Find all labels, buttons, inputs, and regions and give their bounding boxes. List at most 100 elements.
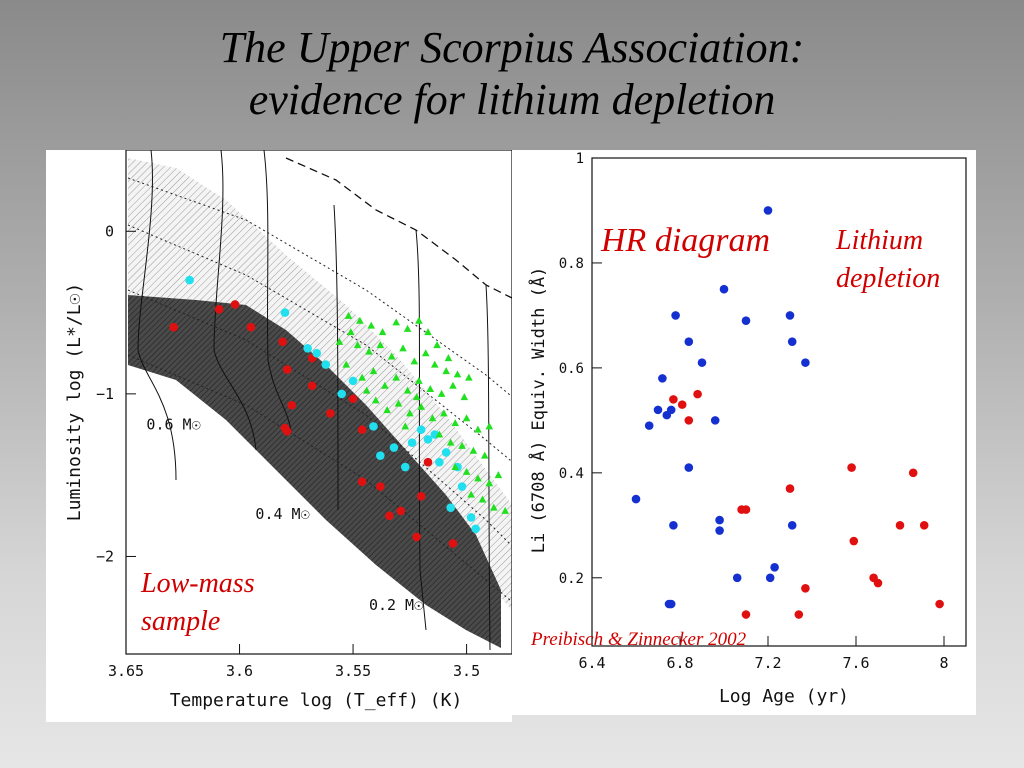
hr-green-triangle-point [462,414,471,422]
hr-diagram-annotation: HR diagram [601,222,771,259]
hr-green-triangle-point [453,370,462,378]
hr-red-point [307,381,317,391]
hr-green-triangle-point [362,386,371,394]
lithium-chart: 6.4 6.8 7.2 7.6 80.20.40.60.81 Log Age (yr) … [527,151,967,707]
hr-cyan-point [400,462,410,472]
hr-cyan-point [303,344,312,353]
hr-green-triangle-point [342,360,351,368]
hr-red-point [282,426,292,436]
li-red-point [847,463,856,472]
li-blue-point [658,374,667,383]
lithium-annotation-line1: Lithium [836,225,924,256]
hr-cyan-point [446,503,455,512]
li-blue-point [741,316,751,325]
hr-y-tick-label: −1 [96,385,114,403]
evolutionary-track-3 [263,150,292,431]
hr-green-triangle-point [383,406,391,414]
hr-cyan-point [369,422,378,431]
li-blue-point [666,405,676,415]
hr-green-triangle-point [406,409,414,417]
li-x-axis-label: Log Age (yr) [719,686,849,707]
hr-cyan-point [312,348,322,358]
hr-green-triangle-point [426,384,435,392]
hr-green-triangle-point [392,373,400,381]
li-red-point [684,416,694,425]
lowmass-annotation-line1: Low-mass [141,568,255,599]
hr-cyan-point [407,438,417,447]
hr-red-point [396,506,406,516]
hr-green-triangle-point [462,467,471,475]
evolutionary-track-5 [415,229,427,631]
evolutionary-track-2 [213,150,257,451]
li-x-tick-label: 7.6 [842,654,869,672]
isochrone-line-2 [127,224,512,463]
li-blue-point [715,515,724,525]
hr-diagram-chart: 3.65 3.6 3.55 3.5 0 −1 −2 0.6 M☉ 0.4 M☉ 0.2 M☉ T… [64,150,512,711]
isochrone-line-3 [127,289,512,547]
hr-red-point [246,322,256,332]
li-red-point [908,468,918,478]
lithium-depletion-annotation: Lithium depletion [836,222,966,298]
hr-green-triangle-point [474,425,482,433]
li-red-point [801,583,810,593]
hr-green-triangle-point [376,341,385,349]
hr-red-point [214,305,224,314]
lithium-panel: 6.4 6.8 7.2 7.6 8 0.2 0.4 0.6 0.8 1 Log Age (yr) … [512,150,976,715]
li-blue-point [801,358,810,367]
hr-y-tick-label: 0 [105,222,114,240]
evolutionary-track-4 [333,204,339,511]
hr-cyan-point [441,448,451,457]
hr-green-triangle-point [451,419,460,427]
hr-red-point [385,511,394,521]
hr-green-triangle-point [490,503,498,511]
hr-green-triangle-point [460,393,469,401]
hr-red-point [376,482,385,491]
hr-cyan-point [348,376,358,386]
hr-green-triangle-point [392,318,400,326]
hr-green-triangle-point [424,328,432,336]
li-blue-point [785,311,795,320]
hr-red-point [357,477,367,486]
hr-x-axis-label: Temperature log (T_eff) (K) [170,690,463,711]
hr-green-triangle-point [467,490,475,498]
hr-green-triangle-point [346,328,355,336]
li-red-point [919,521,929,530]
hr-green-triangle-point [446,438,455,446]
li-blue-point [684,337,694,346]
hr-green-triangle-point [394,399,403,407]
hr-red-point [423,457,433,467]
li-blue-point [669,521,678,530]
hr-mass-label: 0.2 M☉ [369,596,423,614]
hr-green-triangle-point [444,354,453,362]
hr-cyan-point [280,308,290,317]
li-x-tick-label: 6.4 [578,654,605,672]
li-red-point [741,505,751,514]
lithium-annotation-line2: depletion [836,263,941,294]
hr-red-point [282,365,292,374]
hr-green-triangle-point [401,422,410,430]
hr-green-triangle-point [358,373,366,381]
hr-green-triangle-point [435,430,444,438]
hr-green-triangle-point [353,341,362,349]
hr-green-triangle-point [412,393,421,401]
hr-green-triangle-point [433,341,441,349]
hr-green-triangle-point [437,389,446,397]
li-blue-point [671,311,680,320]
hr-green-triangle-point [367,321,376,329]
hr-green-triangle-point [478,495,487,503]
hr-green-triangle-point [451,463,460,471]
hr-green-triangle-point [440,409,448,417]
lowmass-annotation-line2: sample [141,606,221,637]
low-mass-sample-annotation: Low-mass sample [141,565,291,641]
hr-green-triangle-point [469,446,478,454]
hr-green-triangle-point [442,367,450,375]
li-x-tick-label: 8 [939,654,948,672]
li-y-tick-label: 0.4 [559,466,584,482]
hr-green-triangle-point [485,479,494,487]
hr-red-point [412,532,421,542]
hr-cyan-point [435,457,444,467]
hr-green-triangle-point [494,471,503,479]
li-blue-point [715,526,724,535]
li-y-tick-label: 1 [576,151,584,167]
li-blue-point [719,284,729,294]
